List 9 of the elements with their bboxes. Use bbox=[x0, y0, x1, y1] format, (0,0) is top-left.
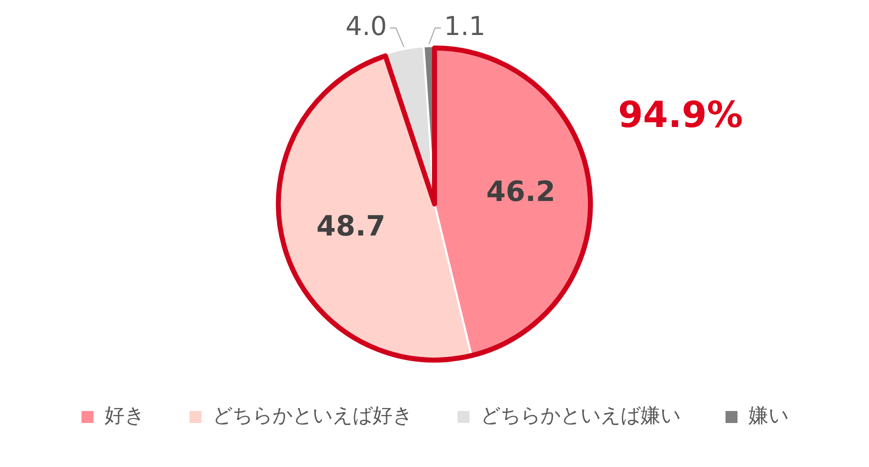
legend-label: 好き bbox=[104, 403, 144, 428]
legend-label: どちらかといえば嫌い bbox=[480, 403, 680, 428]
text: 94.9% bbox=[618, 95, 743, 136]
legend-label: どちらかといえば好き bbox=[212, 403, 412, 428]
data-label: 48.7 bbox=[316, 209, 386, 242]
data-label: 46.2 bbox=[486, 174, 556, 208]
data-label: 4.0 bbox=[346, 12, 387, 42]
data-label: 1.1 bbox=[444, 12, 486, 42]
legend-label: 嫌い bbox=[748, 403, 788, 428]
